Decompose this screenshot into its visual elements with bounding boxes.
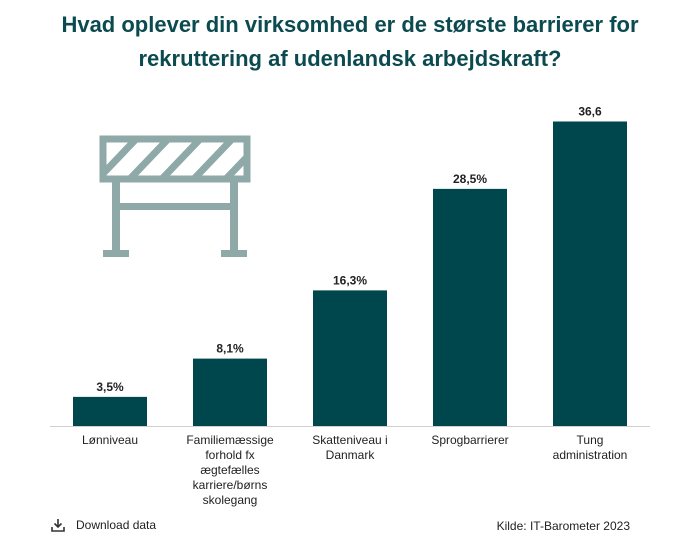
category-label-2-line-4: karriere/børns bbox=[193, 478, 268, 492]
category-label-2-line-3: ægtefælles bbox=[200, 463, 259, 477]
category-label-3-line-1: Skatteniveau i bbox=[312, 433, 387, 447]
category-label-5-line-2: administration bbox=[553, 448, 628, 462]
bar-1 bbox=[73, 396, 147, 426]
category-label-5-line-1: Tung bbox=[577, 433, 604, 447]
category-label-3-line-2: Danmark bbox=[326, 448, 376, 462]
download-icon bbox=[51, 519, 65, 532]
bar-value-label-3: 16,3% bbox=[333, 273, 367, 287]
bar-5 bbox=[553, 121, 627, 426]
bar-value-label-4: 28,5% bbox=[453, 172, 487, 186]
bar-value-label-2: 8,1% bbox=[216, 342, 244, 356]
category-label-2-line-5: skolegang bbox=[203, 493, 258, 507]
chart-title: Hvad oplever din virksomhed er de størst… bbox=[61, 12, 639, 71]
bar-4 bbox=[433, 188, 507, 426]
bar-3 bbox=[313, 290, 387, 426]
bar-2 bbox=[193, 358, 267, 426]
category-label-2-line-1: Familiemæssige bbox=[186, 433, 274, 447]
bars-group bbox=[73, 121, 627, 426]
download-data-label: Download data bbox=[76, 518, 157, 532]
category-label-1: Lønniveau bbox=[82, 433, 138, 447]
download-data-button[interactable]: Download data bbox=[50, 517, 156, 533]
bar-value-label-5: 36,6 bbox=[578, 104, 602, 118]
bar-value-label-1: 3,5% bbox=[96, 380, 124, 394]
road-barrier-icon bbox=[99, 135, 251, 257]
category-label-4: Sprogbarrierer bbox=[431, 433, 508, 447]
source-label: Kilde: IT-Barometer 2023 bbox=[496, 519, 630, 533]
category-label-2-line-2: forhold fx bbox=[205, 448, 254, 462]
